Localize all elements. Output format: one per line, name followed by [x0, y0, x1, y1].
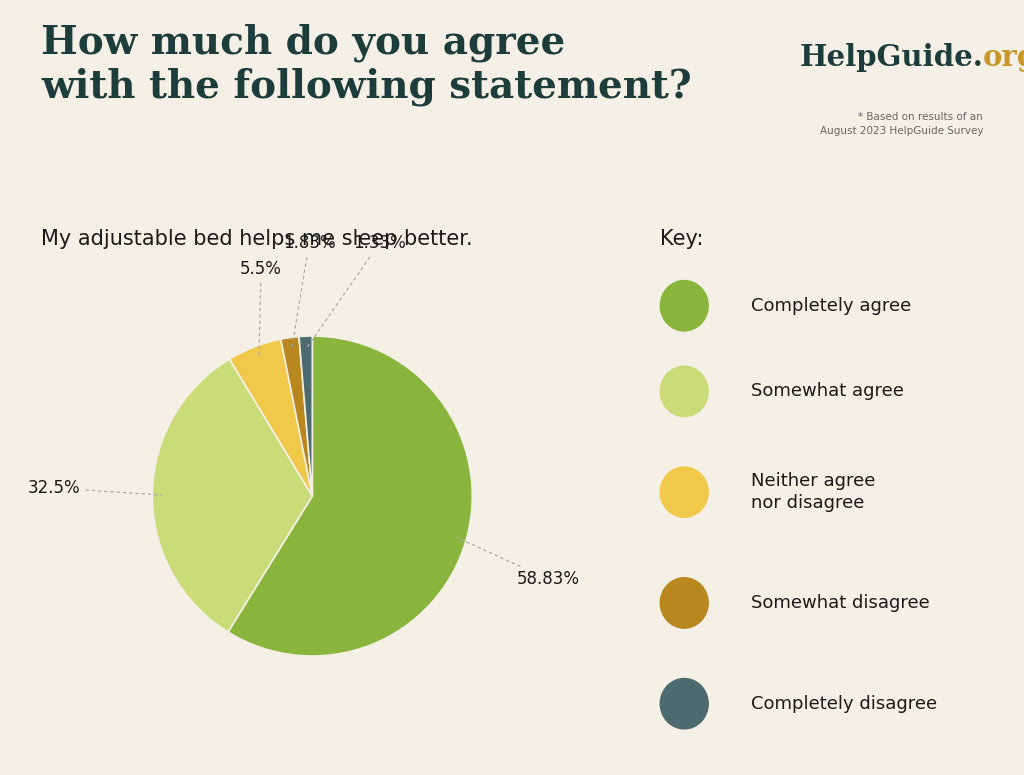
- Text: Completely agree: Completely agree: [751, 297, 910, 315]
- Text: 32.5%: 32.5%: [28, 479, 163, 497]
- Text: 1.83%: 1.83%: [283, 234, 336, 347]
- Ellipse shape: [660, 679, 709, 728]
- Text: Neither agree
nor disagree: Neither agree nor disagree: [751, 472, 874, 512]
- Text: org: org: [983, 43, 1024, 71]
- Text: * Based on results of an
August 2023 HelpGuide Survey: * Based on results of an August 2023 Hel…: [819, 112, 983, 136]
- Text: 1.33%: 1.33%: [307, 234, 406, 346]
- Text: Key:: Key:: [660, 229, 703, 249]
- Text: Somewhat agree: Somewhat agree: [751, 382, 903, 401]
- Wedge shape: [281, 336, 312, 496]
- Wedge shape: [153, 359, 312, 632]
- Text: 5.5%: 5.5%: [241, 260, 282, 356]
- Wedge shape: [229, 339, 312, 496]
- Text: My adjustable bed helps me sleep better.: My adjustable bed helps me sleep better.: [41, 229, 473, 249]
- Ellipse shape: [660, 467, 709, 518]
- Text: How much do you agree
with the following statement?: How much do you agree with the following…: [41, 23, 691, 106]
- Text: Completely disagree: Completely disagree: [751, 694, 937, 713]
- Text: HelpGuide.: HelpGuide.: [799, 43, 983, 71]
- Ellipse shape: [660, 367, 709, 417]
- Wedge shape: [299, 336, 312, 496]
- Text: 58.83%: 58.83%: [457, 537, 581, 588]
- Wedge shape: [228, 336, 472, 656]
- Text: Somewhat disagree: Somewhat disagree: [751, 594, 930, 612]
- Ellipse shape: [660, 578, 709, 628]
- Ellipse shape: [660, 281, 709, 331]
